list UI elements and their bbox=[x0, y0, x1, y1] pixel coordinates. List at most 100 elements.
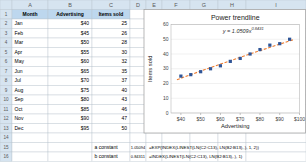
y-tick-label: 30 bbox=[163, 65, 169, 71]
point bbox=[189, 73, 192, 76]
cell bbox=[146, 133, 162, 143]
row-header bbox=[0, 152, 12, 162]
y-tick-label: 10 bbox=[163, 95, 169, 101]
x-tick-label: $90 bbox=[276, 116, 285, 122]
cell bbox=[92, 67, 130, 77]
cell bbox=[92, 38, 130, 48]
cell-text: Feb bbox=[15, 30, 24, 36]
row-header bbox=[0, 114, 12, 124]
row-number: 7 bbox=[5, 69, 8, 74]
cell bbox=[48, 133, 92, 143]
cell bbox=[130, 86, 146, 96]
column-header bbox=[130, 0, 146, 10]
cell bbox=[130, 38, 146, 48]
cell bbox=[48, 48, 92, 58]
equation-text: y = 1.0509x bbox=[222, 28, 252, 34]
cell bbox=[48, 38, 92, 48]
cell-text: $75 bbox=[81, 87, 90, 93]
row-header bbox=[0, 67, 12, 77]
cell bbox=[92, 48, 130, 58]
column-letter: G bbox=[202, 2, 206, 8]
y-tick-label: 0 bbox=[166, 110, 169, 116]
grid-line bbox=[171, 54, 300, 55]
column-header bbox=[218, 0, 246, 10]
x-tick-label: $100 bbox=[294, 116, 305, 122]
point bbox=[239, 57, 242, 60]
x-tick-label: $60 bbox=[216, 116, 225, 122]
cell-text: Jul bbox=[15, 77, 21, 83]
row-number: 10 bbox=[3, 97, 9, 102]
cell-text: 30 bbox=[121, 49, 127, 55]
cell bbox=[48, 124, 92, 134]
y-tick-label: 50 bbox=[163, 36, 169, 42]
cell-text: Nov bbox=[15, 115, 24, 121]
row-number: 3 bbox=[5, 31, 8, 36]
cell bbox=[48, 29, 92, 39]
cell-text: Oct bbox=[15, 106, 23, 112]
cell bbox=[246, 133, 306, 143]
cell-text: 35 bbox=[121, 68, 127, 74]
cell bbox=[92, 124, 130, 134]
cell bbox=[48, 86, 92, 96]
cell-text: Jun bbox=[15, 68, 23, 74]
cell bbox=[12, 48, 48, 58]
cell bbox=[92, 86, 130, 96]
x-tick-label: $40 bbox=[177, 116, 186, 122]
point bbox=[268, 44, 271, 47]
chart: Power trendline0102030405060$40$50$60$70… bbox=[144, 10, 306, 134]
grid-line bbox=[171, 39, 300, 40]
cell-text: Apr bbox=[15, 49, 23, 55]
point bbox=[179, 75, 182, 78]
cell bbox=[162, 133, 190, 143]
row-number: 9 bbox=[5, 88, 8, 93]
cell bbox=[48, 67, 92, 77]
cell-text: Jan bbox=[15, 20, 23, 26]
cell bbox=[92, 105, 130, 115]
cell bbox=[92, 133, 130, 143]
row-number: 6 bbox=[5, 59, 8, 64]
row-number: 1 bbox=[5, 12, 8, 17]
cell bbox=[12, 105, 48, 115]
point bbox=[258, 48, 261, 51]
cell-text: 26 bbox=[121, 30, 127, 36]
cell bbox=[92, 114, 130, 124]
cell bbox=[130, 76, 146, 86]
cell-text: $60 bbox=[81, 58, 90, 64]
cell bbox=[92, 143, 130, 153]
cell bbox=[92, 152, 130, 162]
cell-text: Sep bbox=[15, 96, 24, 102]
point bbox=[229, 60, 232, 63]
cell bbox=[130, 29, 146, 39]
column-letter: A bbox=[28, 2, 32, 8]
cell-text: 0.84311 bbox=[131, 154, 146, 159]
point bbox=[219, 64, 222, 67]
row-header bbox=[0, 10, 12, 20]
row-header bbox=[0, 86, 12, 96]
cell bbox=[12, 29, 48, 39]
cell-text: $40 bbox=[81, 20, 90, 26]
cell-text: 40 bbox=[121, 87, 127, 93]
cell-text: 43 bbox=[121, 96, 127, 102]
cell bbox=[190, 133, 218, 143]
chart-title: Power trendline bbox=[211, 14, 260, 21]
row-number: 12 bbox=[3, 116, 9, 121]
row-header bbox=[0, 133, 12, 143]
cell bbox=[92, 10, 130, 20]
y-tick-label: 20 bbox=[163, 80, 169, 86]
cell bbox=[12, 76, 48, 86]
cell bbox=[12, 114, 48, 124]
x-tick-label: $80 bbox=[256, 116, 265, 122]
row-number: 4 bbox=[5, 40, 8, 45]
cell-text: 28 bbox=[121, 39, 127, 45]
row-number: 15 bbox=[3, 145, 9, 150]
y-axis-label: Items sold bbox=[147, 56, 153, 82]
column-letter: C bbox=[109, 2, 113, 8]
row-header bbox=[0, 57, 12, 67]
row-header bbox=[0, 76, 12, 86]
x-axis-label: Advertising bbox=[221, 123, 250, 129]
grid-line bbox=[171, 98, 300, 99]
cell-text: Dec bbox=[15, 125, 24, 131]
point bbox=[278, 42, 281, 45]
column-header bbox=[146, 0, 162, 10]
cell bbox=[130, 67, 146, 77]
